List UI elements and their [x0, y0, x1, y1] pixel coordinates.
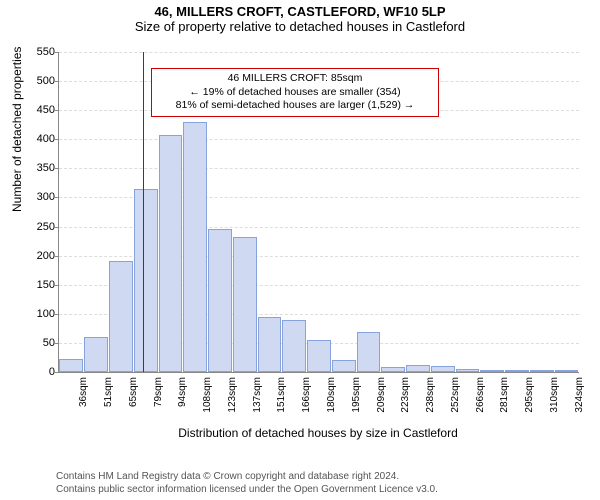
x-tick-label: 281sqm [499, 374, 510, 425]
plot-area: 05010015020025030035040045050055036sqm51… [58, 52, 579, 373]
callout-line-1: 46 MILLERS CROFT: 85sqm [158, 72, 432, 86]
histogram-bar [456, 369, 480, 372]
x-tick-label: 51sqm [103, 374, 114, 425]
histogram-bar [134, 189, 158, 372]
reference-line [143, 52, 144, 372]
footer-attribution: Contains HM Land Registry data © Crown c… [56, 471, 438, 496]
histogram-bar [282, 320, 306, 372]
histogram-bar [159, 135, 183, 372]
y-tick-label: 300 [37, 191, 59, 203]
x-tick-label: 252sqm [450, 374, 461, 425]
histogram-bar [109, 261, 133, 372]
histogram-bar [381, 367, 405, 372]
histogram-bar [505, 370, 529, 372]
page-subtitle: Size of property relative to detached ho… [0, 19, 600, 36]
y-tick-label: 250 [37, 221, 59, 233]
histogram-bar [84, 337, 108, 372]
histogram-bar [332, 360, 356, 372]
histogram-bar [530, 370, 554, 372]
histogram-chart: Number of detached properties 0501001502… [0, 40, 600, 440]
y-tick-label: 450 [37, 104, 59, 116]
x-tick-label: 195sqm [351, 374, 362, 425]
x-axis-title: Distribution of detached houses by size … [58, 426, 578, 440]
y-tick-label: 0 [49, 366, 59, 378]
y-tick-label: 100 [37, 308, 59, 320]
y-tick-label: 400 [37, 133, 59, 145]
histogram-bar [258, 317, 282, 372]
x-tick-label: 94sqm [177, 374, 188, 425]
x-tick-label: 324sqm [574, 374, 585, 425]
x-tick-label: 137sqm [252, 374, 263, 425]
y-tick-label: 200 [37, 250, 59, 262]
x-tick-label: 79sqm [153, 374, 164, 425]
x-tick-label: 166sqm [301, 374, 312, 425]
x-tick-label: 238sqm [425, 374, 436, 425]
x-tick-label: 151sqm [276, 374, 287, 425]
footer-line-1: Contains HM Land Registry data © Crown c… [56, 471, 438, 484]
footer-line-2: Contains public sector information licen… [56, 484, 438, 497]
histogram-bar [406, 365, 430, 372]
x-tick-label: 108sqm [202, 374, 213, 425]
x-tick-label: 295sqm [524, 374, 535, 425]
histogram-bar [555, 370, 579, 372]
histogram-bar [59, 359, 83, 372]
x-tick-label: 209sqm [376, 374, 387, 425]
histogram-bar [233, 237, 257, 372]
y-tick-label: 150 [37, 279, 59, 291]
y-tick-label: 550 [37, 46, 59, 58]
callout-box: 46 MILLERS CROFT: 85sqm ← 19% of detache… [151, 68, 439, 117]
histogram-bar [307, 340, 331, 372]
x-tick-label: 266sqm [475, 374, 486, 425]
y-axis-title: Number of detached properties [10, 47, 24, 212]
histogram-bar [480, 370, 504, 372]
x-tick-label: 310sqm [549, 374, 560, 425]
histogram-bar [357, 332, 381, 372]
x-tick-label: 123sqm [227, 374, 238, 425]
y-tick-label: 500 [37, 75, 59, 87]
callout-line-3: 81% of semi-detached houses are larger (… [158, 99, 432, 113]
page-title: 46, MILLERS CROFT, CASTLEFORD, WF10 5LP [0, 0, 600, 19]
histogram-bar [183, 122, 207, 372]
x-tick-label: 223sqm [400, 374, 411, 425]
histogram-bar [208, 229, 232, 372]
y-tick-label: 350 [37, 162, 59, 174]
callout-line-2: ← 19% of detached houses are smaller (35… [158, 86, 432, 100]
x-tick-label: 65sqm [128, 374, 139, 425]
gridline [59, 52, 579, 53]
gridline [59, 139, 579, 140]
y-tick-label: 50 [43, 337, 59, 349]
x-tick-label: 180sqm [326, 374, 337, 425]
x-tick-label: 36sqm [78, 374, 89, 425]
histogram-bar [431, 366, 455, 372]
gridline [59, 168, 579, 169]
